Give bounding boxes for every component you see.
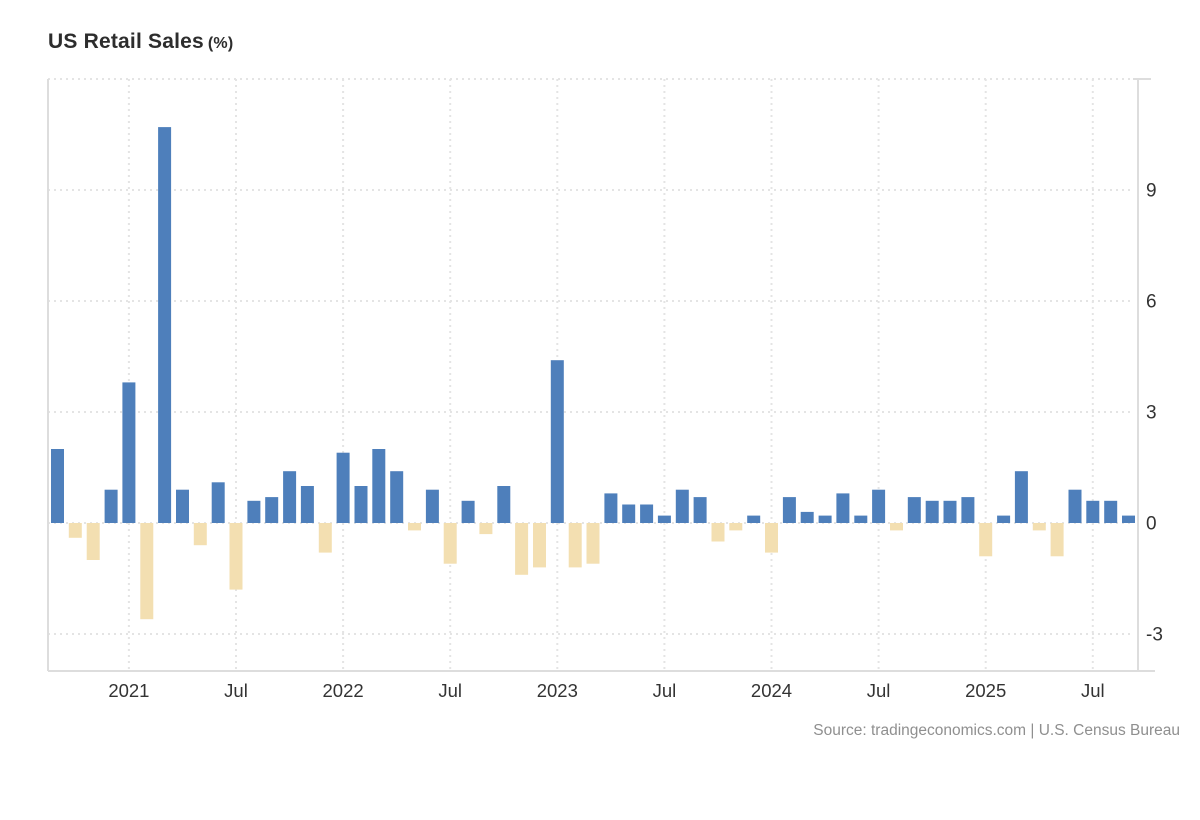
bar-2025-03[interactable] <box>1014 471 1028 523</box>
bar-2025-09[interactable] <box>1122 515 1135 523</box>
bar-2023-11[interactable] <box>729 523 743 531</box>
bar-2025-05[interactable] <box>1050 523 1064 557</box>
bar-2024-11[interactable] <box>943 500 957 523</box>
bar-2024-01[interactable] <box>765 523 778 553</box>
bar-2021-04[interactable] <box>176 489 189 523</box>
bar-2022-11[interactable] <box>515 523 529 575</box>
bar-2020-10[interactable] <box>68 523 82 538</box>
bar-2022-09[interactable] <box>479 523 493 535</box>
x-tick-label-2023: 2023 <box>537 680 578 701</box>
bar-2023-09[interactable] <box>693 497 707 523</box>
bar-2022-10[interactable] <box>497 486 511 523</box>
x-tick-label-Jul: Jul <box>867 680 891 701</box>
bar-2021-02[interactable] <box>140 523 154 620</box>
bar-2024-05[interactable] <box>836 493 850 523</box>
x-tick-label-Jul: Jul <box>224 680 248 701</box>
bar-2023-04[interactable] <box>604 493 618 523</box>
bar-2021-05[interactable] <box>193 523 207 546</box>
bar-2021-07[interactable] <box>229 523 243 590</box>
bar-2022-08[interactable] <box>461 500 475 523</box>
bar-2023-03[interactable] <box>586 523 600 564</box>
y-tick-label-3: 3 <box>1146 403 1157 424</box>
bar-2023-08[interactable] <box>675 489 689 523</box>
x-tick-label-2025: 2025 <box>965 680 1006 701</box>
bar-2025-04[interactable] <box>1032 523 1046 531</box>
bar-2024-03[interactable] <box>800 511 814 523</box>
bar-2024-12[interactable] <box>961 497 975 523</box>
bar-2022-12[interactable] <box>533 523 546 568</box>
x-tick-label-2022: 2022 <box>323 680 364 701</box>
bar-2022-01[interactable] <box>336 452 350 523</box>
x-tick-label-Jul: Jul <box>653 680 677 701</box>
chart-title-text: US Retail Sales <box>48 30 204 53</box>
bar-2025-07[interactable] <box>1086 500 1100 523</box>
bar-2020-11[interactable] <box>86 523 100 560</box>
bar-2021-09[interactable] <box>265 497 279 523</box>
source-attribution: Source: tradingeconomics.com | U.S. Cens… <box>813 722 1180 739</box>
x-tick-label-2021: 2021 <box>108 680 149 701</box>
bar-2024-08[interactable] <box>890 523 903 531</box>
bar-2023-06[interactable] <box>640 504 654 524</box>
bar-2021-08[interactable] <box>247 500 261 523</box>
x-tick-label-Jul: Jul <box>438 680 462 701</box>
bar-2023-12[interactable] <box>747 515 761 523</box>
bar-2024-06[interactable] <box>854 515 868 523</box>
chart-title: US Retail Sales (%) <box>48 30 233 54</box>
bar-2021-06[interactable] <box>211 482 225 523</box>
bar-2020-09[interactable] <box>51 449 64 523</box>
bar-2021-03[interactable] <box>158 127 172 523</box>
bar-2023-01[interactable] <box>550 360 564 523</box>
bar-2024-07[interactable] <box>872 489 886 523</box>
bar-2024-02[interactable] <box>782 497 796 523</box>
bar-2021-11[interactable] <box>300 486 314 523</box>
bar-2023-05[interactable] <box>622 504 636 524</box>
bar-2024-09[interactable] <box>907 497 921 523</box>
bar-2025-08[interactable] <box>1104 500 1118 523</box>
bar-2021-10[interactable] <box>283 471 297 523</box>
bar-2023-02[interactable] <box>568 523 582 568</box>
bar-2024-04[interactable] <box>818 515 832 523</box>
bar-2024-10[interactable] <box>925 500 939 523</box>
bar-2025-01[interactable] <box>979 523 993 557</box>
bar-2020-12[interactable] <box>104 489 118 523</box>
y-tick-label-6: 6 <box>1146 292 1157 313</box>
bar-2025-06[interactable] <box>1068 489 1082 523</box>
bar-2023-07[interactable] <box>657 515 671 523</box>
bar-2022-04[interactable] <box>390 471 404 523</box>
chart-title-unit: (%) <box>207 35 234 52</box>
bar-2022-05[interactable] <box>408 523 421 531</box>
y-tick-label-0: 0 <box>1146 514 1157 535</box>
bar-2021-12[interactable] <box>318 523 332 553</box>
bar-2022-06[interactable] <box>425 489 439 523</box>
bar-2022-03[interactable] <box>372 449 386 523</box>
bar-2022-07[interactable] <box>443 523 457 564</box>
y-tick-label--3: -3 <box>1146 625 1163 646</box>
x-tick-label-2024: 2024 <box>751 680 792 701</box>
bar-2025-02[interactable] <box>997 515 1011 523</box>
bar-2021-01[interactable] <box>122 382 136 523</box>
bar-2022-02[interactable] <box>354 486 368 523</box>
y-tick-label-9: 9 <box>1146 181 1157 202</box>
bar-2023-10[interactable] <box>711 523 725 542</box>
x-tick-label-Jul: Jul <box>1081 680 1105 701</box>
